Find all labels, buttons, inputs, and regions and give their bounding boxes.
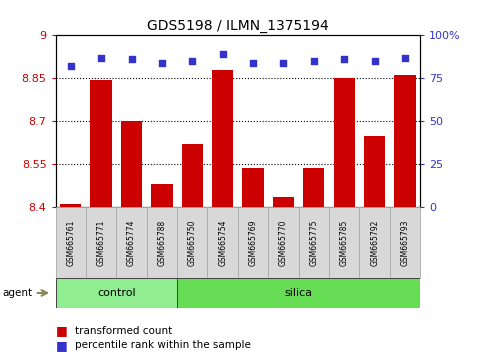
Bar [359,207,390,278]
Point [188,58,196,64]
Text: GSM665750: GSM665750 [188,219,197,266]
Text: ■: ■ [56,339,67,352]
Bar [151,184,172,207]
Bar [298,207,329,278]
Point [280,60,287,66]
Text: silica: silica [284,288,313,298]
Text: GSM665769: GSM665769 [249,219,257,266]
Bar [86,207,116,278]
Bar [329,207,359,278]
Bar [212,70,233,207]
Bar [303,169,325,207]
Text: GSM665792: GSM665792 [370,219,379,266]
Bar [182,144,203,207]
Point [249,60,257,66]
Point [67,63,74,69]
Point [341,57,348,62]
Text: GSM665788: GSM665788 [157,219,167,266]
Bar [56,207,86,278]
Text: agent: agent [2,288,32,298]
Bar [242,169,264,207]
Bar [395,75,416,207]
Bar [56,278,177,308]
Bar [238,207,268,278]
Text: GSM665761: GSM665761 [66,219,75,266]
Text: GSM665754: GSM665754 [218,219,227,266]
Text: percentile rank within the sample: percentile rank within the sample [75,340,251,350]
Point [401,55,409,61]
Bar [390,207,420,278]
Point [128,57,135,62]
Point [219,51,227,57]
Point [97,55,105,61]
Text: GSM665774: GSM665774 [127,219,136,266]
Text: GSM665793: GSM665793 [400,219,410,266]
Bar [273,197,294,207]
Title: GDS5198 / ILMN_1375194: GDS5198 / ILMN_1375194 [147,19,329,33]
Point [371,58,379,64]
Text: ■: ■ [56,325,67,337]
Text: GSM665771: GSM665771 [97,219,106,266]
Bar [90,80,112,207]
Text: GSM665770: GSM665770 [279,219,288,266]
Bar [177,207,208,278]
Text: transformed count: transformed count [75,326,172,336]
Point [310,58,318,64]
Bar [121,121,142,207]
Bar [116,207,147,278]
Bar [60,204,81,207]
Bar [268,207,298,278]
Bar [334,78,355,207]
Bar [147,207,177,278]
Bar [177,278,420,308]
Text: GSM665785: GSM665785 [340,219,349,266]
Text: GSM665775: GSM665775 [309,219,318,266]
Bar [208,207,238,278]
Text: control: control [97,288,136,298]
Bar [364,136,385,207]
Point [158,60,166,66]
